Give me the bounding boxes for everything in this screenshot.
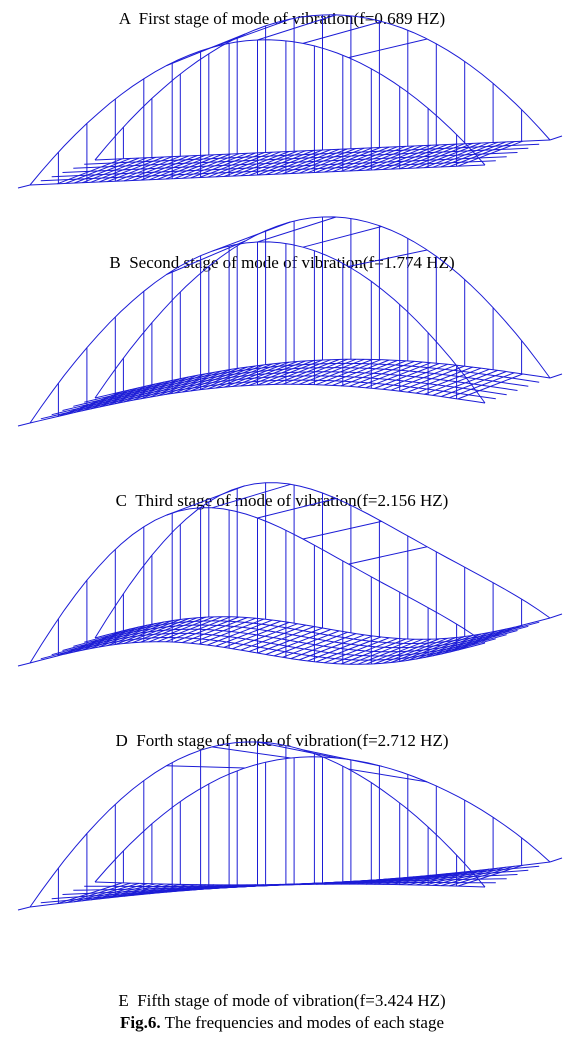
- wire: [550, 136, 562, 140]
- wire: [358, 362, 423, 387]
- panel-caption: B Second stage of mode of vibration(f=1.…: [109, 253, 454, 272]
- wire: [303, 521, 382, 539]
- figure-label: Fig.6.: [120, 1013, 161, 1032]
- panel-caption: E Fifth stage of mode of vibration(f=3.4…: [118, 991, 445, 1010]
- wire: [303, 227, 382, 248]
- wire: [349, 547, 428, 564]
- wire: [374, 364, 439, 389]
- wire: [212, 222, 291, 251]
- wire: [550, 614, 562, 618]
- wire: [349, 39, 428, 58]
- bridge-mode-drawing: [18, 483, 562, 666]
- wire: [18, 907, 30, 910]
- figure: A First stage of mode of vibration(f=0.6…: [0, 0, 565, 1052]
- wire: [18, 185, 30, 188]
- panel-caption: A First stage of mode of vibration(f=0.6…: [119, 9, 445, 28]
- wire: [18, 663, 30, 666]
- wire: [550, 858, 562, 862]
- wire: [366, 363, 431, 388]
- bridge-mode-drawing: [18, 217, 562, 426]
- wire: [258, 628, 323, 653]
- bridge-mode-drawing: [18, 15, 562, 188]
- bridge-mode-drawing: [18, 742, 562, 910]
- wire: [167, 34, 246, 66]
- wire: [550, 374, 562, 378]
- figure-text: The frequencies and modes of each stage: [165, 1013, 444, 1032]
- wire: [167, 766, 246, 768]
- panel-caption: C Third stage of mode of vibration(f=2.1…: [116, 491, 449, 510]
- wire: [18, 423, 30, 426]
- figure-caption: Fig.6. The frequencies and modes of each…: [120, 1013, 444, 1032]
